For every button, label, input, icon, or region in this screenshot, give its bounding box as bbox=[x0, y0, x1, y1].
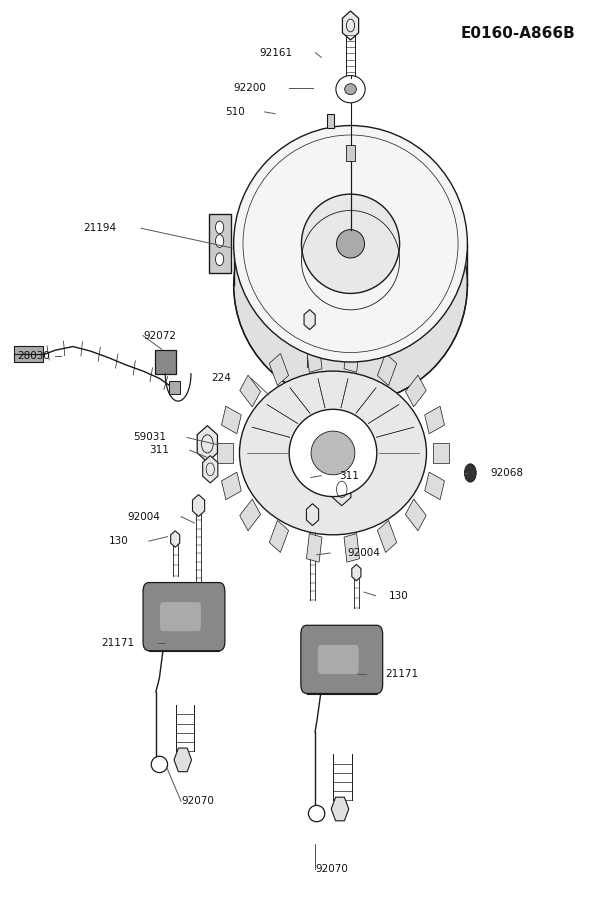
Bar bbox=[240, 375, 261, 407]
Circle shape bbox=[215, 234, 224, 247]
Bar bbox=[307, 679, 377, 694]
Text: 21171: 21171 bbox=[386, 669, 419, 679]
Bar bbox=[405, 375, 426, 407]
Polygon shape bbox=[352, 565, 361, 581]
Bar bbox=[269, 353, 289, 385]
Ellipse shape bbox=[311, 431, 355, 475]
Text: 92068: 92068 bbox=[491, 468, 524, 478]
Text: 130: 130 bbox=[388, 591, 408, 601]
Text: 28030: 28030 bbox=[17, 350, 50, 361]
Polygon shape bbox=[174, 748, 192, 771]
Bar bbox=[306, 533, 322, 562]
Polygon shape bbox=[171, 531, 180, 547]
Text: 92070: 92070 bbox=[181, 796, 214, 806]
Ellipse shape bbox=[234, 125, 467, 362]
Ellipse shape bbox=[336, 230, 365, 258]
Text: 92070: 92070 bbox=[316, 864, 348, 874]
Bar bbox=[346, 145, 355, 161]
FancyBboxPatch shape bbox=[301, 625, 383, 694]
Polygon shape bbox=[192, 495, 205, 516]
Polygon shape bbox=[333, 473, 351, 506]
Text: 92004: 92004 bbox=[127, 511, 160, 522]
Circle shape bbox=[215, 221, 224, 233]
Text: 92004: 92004 bbox=[348, 548, 381, 558]
Text: 21171: 21171 bbox=[101, 638, 135, 648]
Bar bbox=[169, 382, 181, 393]
Text: 21194: 21194 bbox=[84, 223, 117, 233]
FancyBboxPatch shape bbox=[143, 583, 225, 651]
Polygon shape bbox=[342, 11, 359, 40]
Text: 92161: 92161 bbox=[259, 48, 292, 58]
Text: 311: 311 bbox=[339, 470, 359, 480]
Text: 59031: 59031 bbox=[133, 433, 166, 443]
Bar bbox=[217, 443, 233, 463]
Ellipse shape bbox=[240, 371, 427, 534]
Text: 92072: 92072 bbox=[143, 330, 176, 340]
Text: 92200: 92200 bbox=[233, 83, 266, 93]
Bar bbox=[425, 406, 444, 434]
Bar bbox=[344, 533, 359, 562]
Bar bbox=[433, 443, 450, 463]
Ellipse shape bbox=[345, 83, 356, 94]
Circle shape bbox=[464, 464, 476, 482]
Text: 130: 130 bbox=[109, 536, 129, 546]
Polygon shape bbox=[331, 797, 349, 821]
Bar bbox=[208, 214, 231, 273]
Bar bbox=[306, 344, 322, 372]
Circle shape bbox=[215, 253, 224, 265]
Bar bbox=[240, 499, 261, 531]
Polygon shape bbox=[306, 503, 319, 525]
Bar bbox=[149, 636, 219, 651]
Bar bbox=[378, 521, 396, 553]
Bar bbox=[15, 346, 42, 362]
Bar bbox=[378, 353, 396, 385]
FancyBboxPatch shape bbox=[318, 645, 359, 674]
Ellipse shape bbox=[234, 167, 467, 403]
Bar bbox=[221, 406, 241, 434]
Ellipse shape bbox=[336, 76, 365, 102]
Bar bbox=[155, 350, 176, 374]
Polygon shape bbox=[304, 309, 315, 329]
Polygon shape bbox=[202, 456, 218, 483]
Text: 311: 311 bbox=[149, 446, 169, 456]
Bar bbox=[425, 472, 444, 500]
Bar bbox=[327, 113, 334, 128]
Text: E0160-A866B: E0160-A866B bbox=[461, 26, 575, 40]
Bar bbox=[405, 499, 426, 531]
Text: 224: 224 bbox=[211, 373, 231, 383]
Text: 510: 510 bbox=[225, 107, 245, 117]
Ellipse shape bbox=[289, 409, 377, 497]
Bar bbox=[344, 344, 359, 372]
FancyBboxPatch shape bbox=[160, 602, 201, 631]
Ellipse shape bbox=[151, 757, 168, 772]
Bar bbox=[269, 521, 289, 553]
Ellipse shape bbox=[301, 194, 399, 294]
Bar bbox=[221, 472, 241, 500]
Polygon shape bbox=[197, 425, 218, 462]
Ellipse shape bbox=[309, 805, 325, 822]
